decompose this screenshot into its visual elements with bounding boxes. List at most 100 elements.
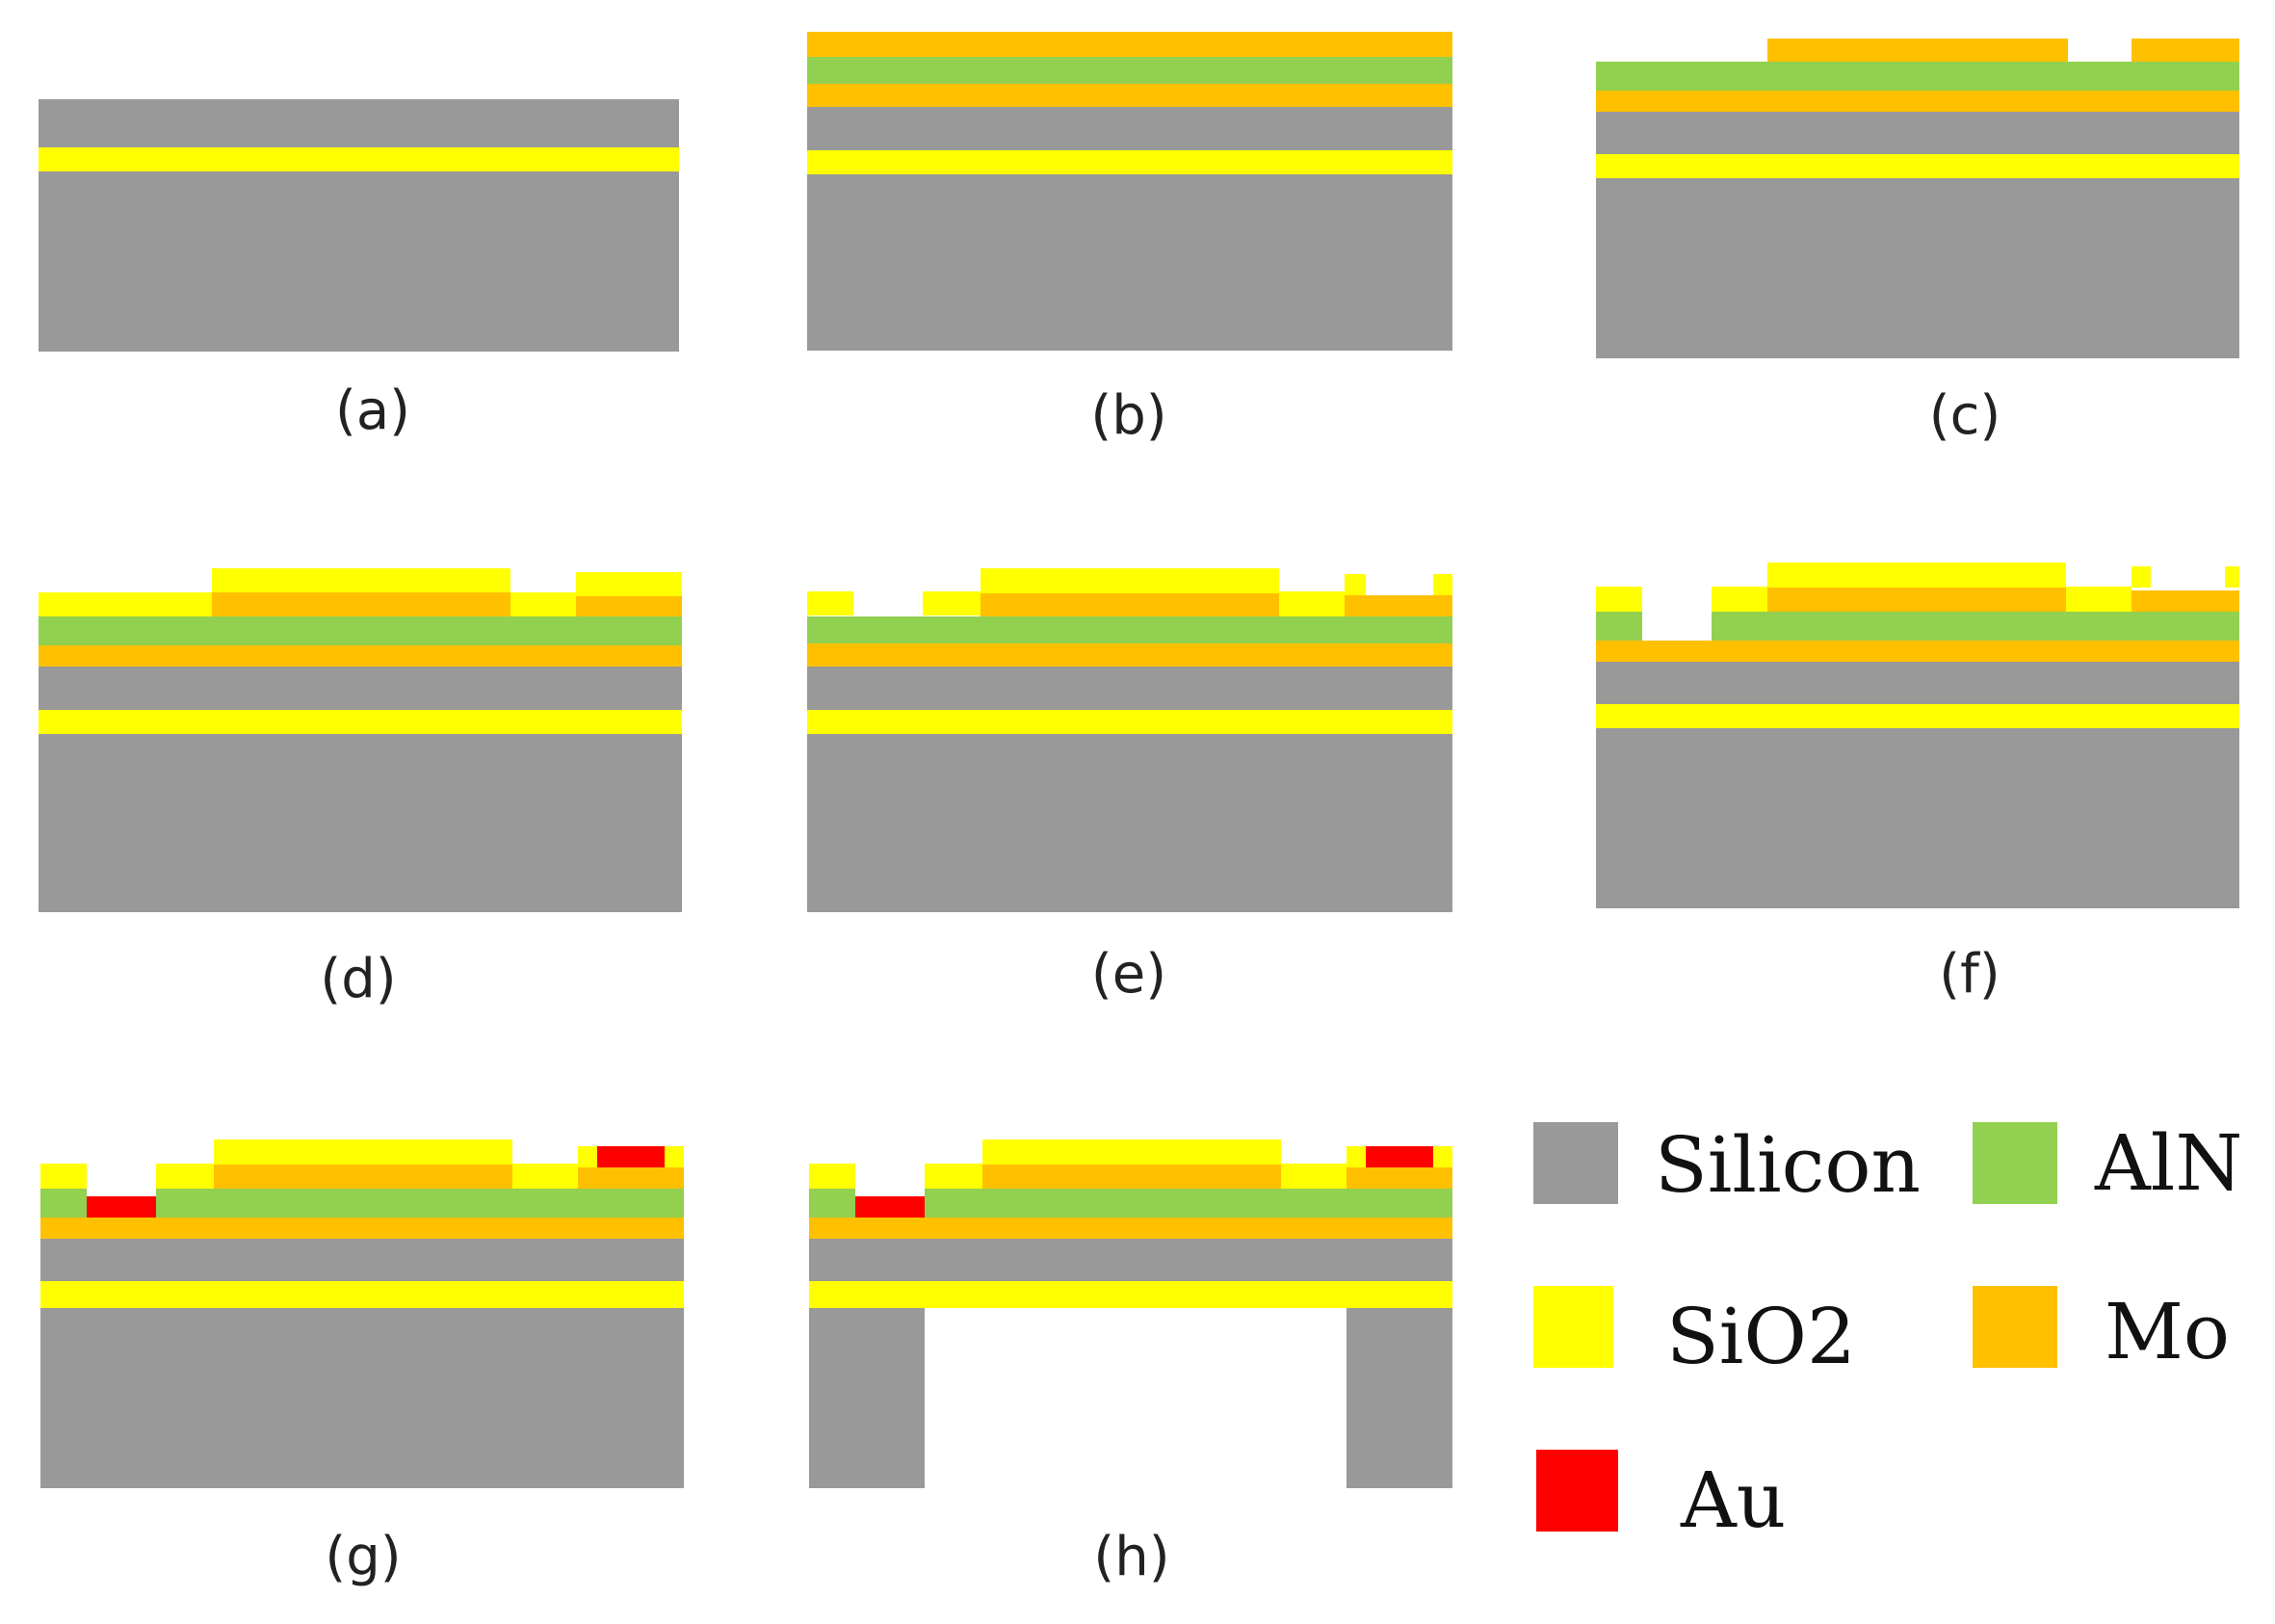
aln-segment-left [1596, 612, 1642, 641]
top-mo-pad-right [2131, 590, 2239, 612]
silicon-support-left [809, 1308, 925, 1488]
step-h-caption: (h) [1093, 1526, 1169, 1588]
top-silicon-layer [39, 99, 679, 147]
sio2-fill-left [39, 592, 212, 616]
aln-layer [1596, 62, 2239, 91]
top-silicon-layer [1596, 112, 2239, 154]
sio2-cap-on-electrode [982, 1139, 1281, 1165]
legend-label-sio2: SiO2 [1666, 1292, 1856, 1381]
bottom-mo-layer [1596, 91, 2239, 112]
top-mo-pad-right [578, 1167, 684, 1189]
sio2-post-right [2225, 566, 2239, 588]
silicon-support-right [1347, 1308, 1452, 1488]
sio2-post-left [2131, 566, 2151, 588]
step-f-cross-section: (f) [1596, 563, 2239, 1006]
bottom-mo-layer [809, 1218, 1452, 1239]
top-silicon-layer [809, 1239, 1452, 1281]
aln-layer [156, 1189, 684, 1218]
box-oxide-layer [39, 147, 679, 171]
box-oxide-layer [39, 710, 682, 734]
legend-label-au: Au [1680, 1455, 1786, 1545]
sio2-fill-left [809, 1164, 855, 1189]
au-bottom-contact [855, 1196, 925, 1218]
top-silicon-layer [807, 667, 1452, 710]
sio2-fill-left-2 [925, 1164, 982, 1189]
legend-swatch-silicon [1533, 1122, 1618, 1204]
step-e-cross-section: (e) [807, 568, 1452, 1006]
legend-item-aln: AlN [1973, 1118, 2242, 1208]
box-oxide-layer [807, 150, 1452, 174]
sio2-post-left [1347, 1146, 1366, 1167]
top-silicon-layer [807, 107, 1452, 150]
silicon-substrate [807, 734, 1452, 912]
top-mo-pad-right [1347, 1167, 1452, 1189]
top-mo-layer [807, 32, 1452, 57]
legend-swatch-sio2 [1533, 1286, 1613, 1368]
legend-swatch-mo [1973, 1286, 2057, 1368]
top-silicon-layer [1596, 662, 2239, 704]
au-bottom-contact [87, 1196, 156, 1218]
top-mo-pad-right [576, 596, 682, 616]
legend-item-mo: Mo [1973, 1286, 2230, 1376]
silicon-substrate [1596, 178, 2239, 358]
step-g-caption: (g) [325, 1526, 401, 1588]
sio2-cap-right [576, 572, 682, 596]
step-d-cross-section: (d) [39, 568, 682, 1010]
sio2-fill-left [1596, 587, 1642, 612]
sio2-cap-on-electrode [1767, 563, 2066, 588]
bottom-mo-layer [39, 645, 682, 667]
top-silicon-layer [39, 667, 682, 710]
sio2-post-right [665, 1146, 684, 1167]
aln-layer [925, 1189, 1452, 1218]
legend-label-mo: Mo [2105, 1287, 2230, 1376]
legend-item-au: Au [1536, 1450, 1786, 1545]
step-f-caption: (f) [1939, 943, 2000, 1006]
top-mo-electrode [981, 593, 1279, 616]
sio2-fill-mid [1279, 591, 1345, 616]
aln-layer [807, 57, 1452, 84]
box-oxide-layer [807, 710, 1452, 734]
step-h-cross-section: (h) [809, 1139, 1452, 1588]
silicon-substrate [39, 734, 682, 912]
box-oxide-layer [809, 1281, 1452, 1308]
sio2-fill-mid [1281, 1164, 1347, 1189]
step-b-caption: (b) [1090, 384, 1166, 447]
top-mo-electrode [212, 592, 510, 616]
step-b-cross-section: (b) [807, 32, 1452, 447]
sio2-fill-left-2 [156, 1164, 214, 1189]
legend-swatch-aln [1973, 1122, 2057, 1204]
aln-layer [39, 616, 682, 645]
silicon-substrate [1596, 728, 2239, 908]
top-mo-electrode [214, 1165, 512, 1189]
sio2-cap-on-electrode [212, 568, 510, 592]
box-oxide-layer [1596, 154, 2239, 178]
legend: Silicon AlN SiO2 Mo Au [1533, 1118, 2242, 1545]
step-g-cross-section: (g) [40, 1139, 684, 1588]
sio2-fill-left [40, 1164, 87, 1189]
step-e-caption: (e) [1091, 943, 1166, 1006]
sio2-fill-left [807, 591, 853, 616]
sio2-post-left [578, 1146, 597, 1167]
sio2-post-right [1433, 574, 1452, 595]
silicon-substrate [39, 171, 679, 352]
top-mo-electrode [982, 1165, 1281, 1189]
bottom-mo-layer [807, 84, 1452, 107]
sio2-post-left [1345, 574, 1366, 595]
sio2-fill-mid [2066, 587, 2131, 612]
step-a-caption: (a) [335, 380, 410, 442]
sio2-fill-left-2 [923, 591, 981, 616]
step-a-cross-section: (a) [39, 99, 679, 442]
top-mo-electrode [1767, 588, 2066, 612]
step-c-cross-section: (c) [1596, 39, 2239, 447]
top-silicon-layer [40, 1239, 684, 1281]
step-d-caption: (d) [320, 948, 396, 1010]
aln-segment-left [809, 1189, 855, 1218]
aln-layer [807, 616, 1452, 643]
legend-item-silicon: Silicon [1533, 1120, 1921, 1210]
sio2-cap-on-electrode [214, 1139, 512, 1165]
aln-layer [1712, 612, 2239, 641]
silicon-substrate [40, 1308, 684, 1488]
legend-swatch-au [1536, 1450, 1618, 1532]
step-c-caption: (c) [1929, 384, 2000, 447]
